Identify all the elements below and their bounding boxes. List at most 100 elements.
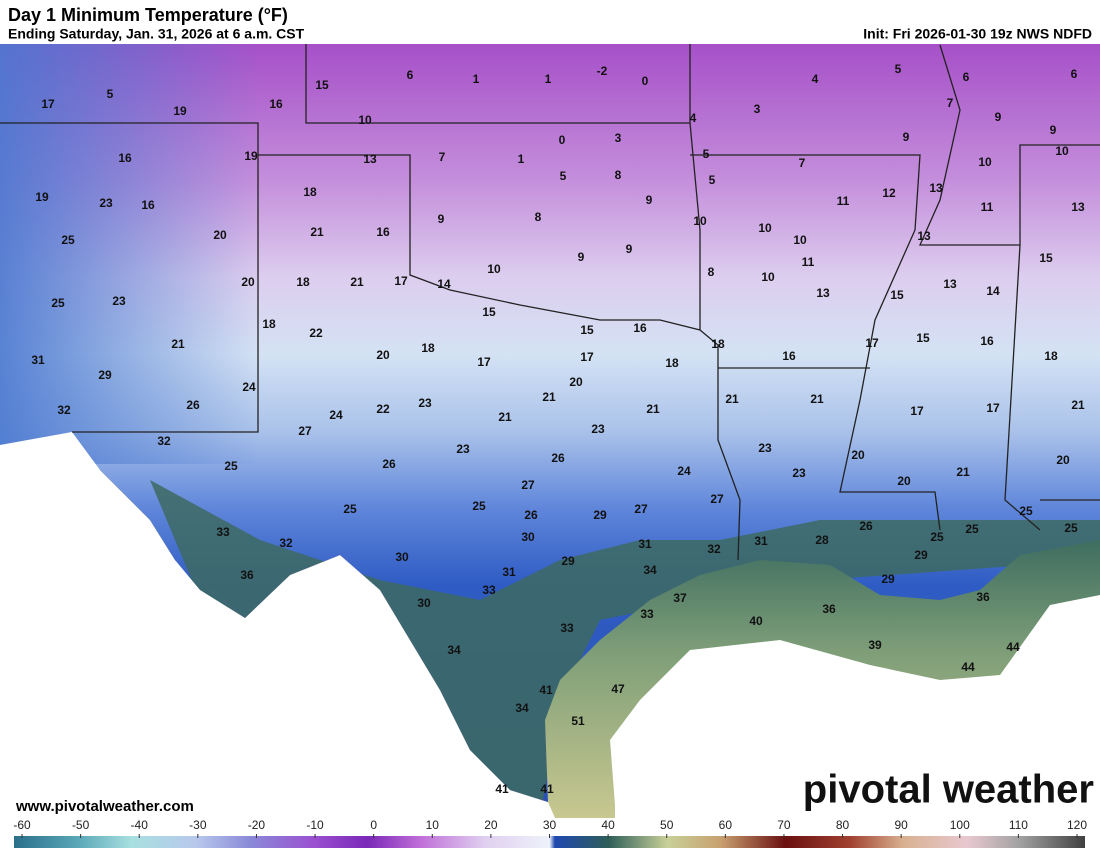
temperature-label: 25: [61, 233, 75, 247]
temperature-label: 21: [810, 392, 824, 406]
temperature-label: 6: [1071, 67, 1078, 81]
colorbar-tick-label: -20: [248, 818, 266, 832]
temperature-label: 32: [157, 434, 171, 448]
temperature-label: 22: [376, 402, 390, 416]
state-border: [305, 44, 691, 124]
colorbar-tick-label: 50: [660, 818, 674, 832]
temperature-label: 30: [395, 550, 409, 564]
state-border: [689, 122, 701, 330]
map: [0, 44, 1100, 818]
temperature-label: 21: [956, 465, 970, 479]
temperature-label: 10: [358, 113, 372, 127]
temperature-label: 13: [816, 286, 830, 300]
temperature-label: 17: [477, 355, 491, 369]
temperature-label: 34: [643, 563, 657, 577]
website: www.pivotalweather.com: [15, 798, 194, 815]
gulf-open: [610, 595, 1100, 818]
temperature-label: 26: [524, 508, 538, 522]
temperature-label: 0: [642, 74, 649, 88]
temperature-label: 15: [916, 331, 930, 345]
temperature-label: 9: [1050, 123, 1057, 137]
temperature-label: 18: [1044, 349, 1058, 363]
temperature-label: 15: [315, 78, 329, 92]
temperature-label: 33: [482, 583, 496, 597]
temperature-label: 16: [118, 151, 132, 165]
colorbar-tick-label: 10: [426, 818, 440, 832]
temperature-label: 23: [758, 441, 772, 455]
temperature-label: 15: [890, 288, 904, 302]
temperature-label: 39: [868, 638, 882, 652]
temperature-label: 19: [173, 104, 187, 118]
temperature-label: 20: [851, 448, 865, 462]
temperature-label: 26: [859, 519, 873, 533]
temperature-label: 21: [542, 390, 556, 404]
west-shade: [0, 44, 260, 464]
colorbar-tick-label: -40: [131, 818, 149, 832]
temperature-label: 20: [241, 275, 255, 289]
temperature-label: 23: [418, 396, 432, 410]
temperature-label: 29: [593, 508, 607, 522]
temperature-label: 10: [761, 270, 775, 284]
temperature-label: 27: [634, 502, 648, 516]
temperature-label: 3: [615, 131, 622, 145]
temperature-label: 29: [98, 368, 112, 382]
temperature-label: 27: [298, 424, 312, 438]
temperature-label: 13: [929, 181, 943, 195]
temperature-label: 0: [559, 133, 566, 147]
temperature-label: 17: [41, 97, 55, 111]
temperature-label: 11: [802, 255, 815, 269]
temperature-label: 32: [57, 403, 71, 417]
temperature-label: 17: [394, 274, 408, 288]
temperature-label: 23: [99, 196, 113, 210]
temperature-label: 9: [903, 130, 910, 144]
temperature-label: 21: [498, 410, 512, 424]
temperature-label: 32: [707, 542, 721, 556]
temperature-label: 15: [482, 305, 496, 319]
temperature-label: 15: [1039, 251, 1053, 265]
temperature-label: 13: [1071, 200, 1085, 214]
temperature-label: 16: [269, 97, 283, 111]
temperature-label: 41: [495, 782, 509, 796]
temperature-label: 28: [815, 533, 829, 547]
temperature-label: 17: [986, 401, 1000, 415]
colorbar-tick-label: 30: [543, 818, 557, 832]
temperature-label: 16: [141, 198, 155, 212]
state-border: [1019, 144, 1100, 245]
temperature-label: 10: [793, 233, 807, 247]
temperature-label: 10: [978, 155, 992, 169]
temperature-label: 10: [758, 221, 772, 235]
rio-grande: [99, 469, 549, 803]
temperature-label: 10: [1055, 144, 1069, 158]
temperature-label: 13: [363, 152, 377, 166]
temperature-label: 1: [473, 72, 480, 86]
colorbar-tick-label: -30: [189, 818, 207, 832]
temperature-label: 9: [995, 110, 1002, 124]
temperature-label: 37: [673, 591, 687, 605]
temperature-label: 44: [1006, 640, 1020, 654]
temperature-label: 20: [569, 375, 583, 389]
temperature-label: 24: [242, 380, 256, 394]
temperature-label: 11: [837, 194, 850, 208]
temperature-label: 31: [638, 537, 652, 551]
temperature-label: 8: [615, 168, 622, 182]
temperature-label: 36: [240, 568, 254, 582]
colorbar-tick-label: 100: [950, 818, 970, 832]
temperature-label: 33: [560, 621, 574, 635]
temperature-label: 26: [186, 398, 200, 412]
colorbar-tick-label: 80: [836, 818, 850, 832]
temperature-label: 24: [329, 408, 343, 422]
temperature-label: 29: [881, 572, 895, 586]
temperature-label: 5: [107, 87, 114, 101]
temperature-label: 23: [792, 466, 806, 480]
temperature-label: 21: [350, 275, 364, 289]
logo: pivotal weather: [803, 768, 1094, 812]
temperature-label: 36: [822, 602, 836, 616]
colorbar-tick-label: 90: [894, 818, 908, 832]
temperature-label: 23: [112, 294, 126, 308]
temperature-label: 8: [535, 210, 542, 224]
temperature-label: 14: [986, 284, 1000, 298]
colorbar-tick-label: 70: [777, 818, 791, 832]
temperature-label: 25: [51, 296, 65, 310]
